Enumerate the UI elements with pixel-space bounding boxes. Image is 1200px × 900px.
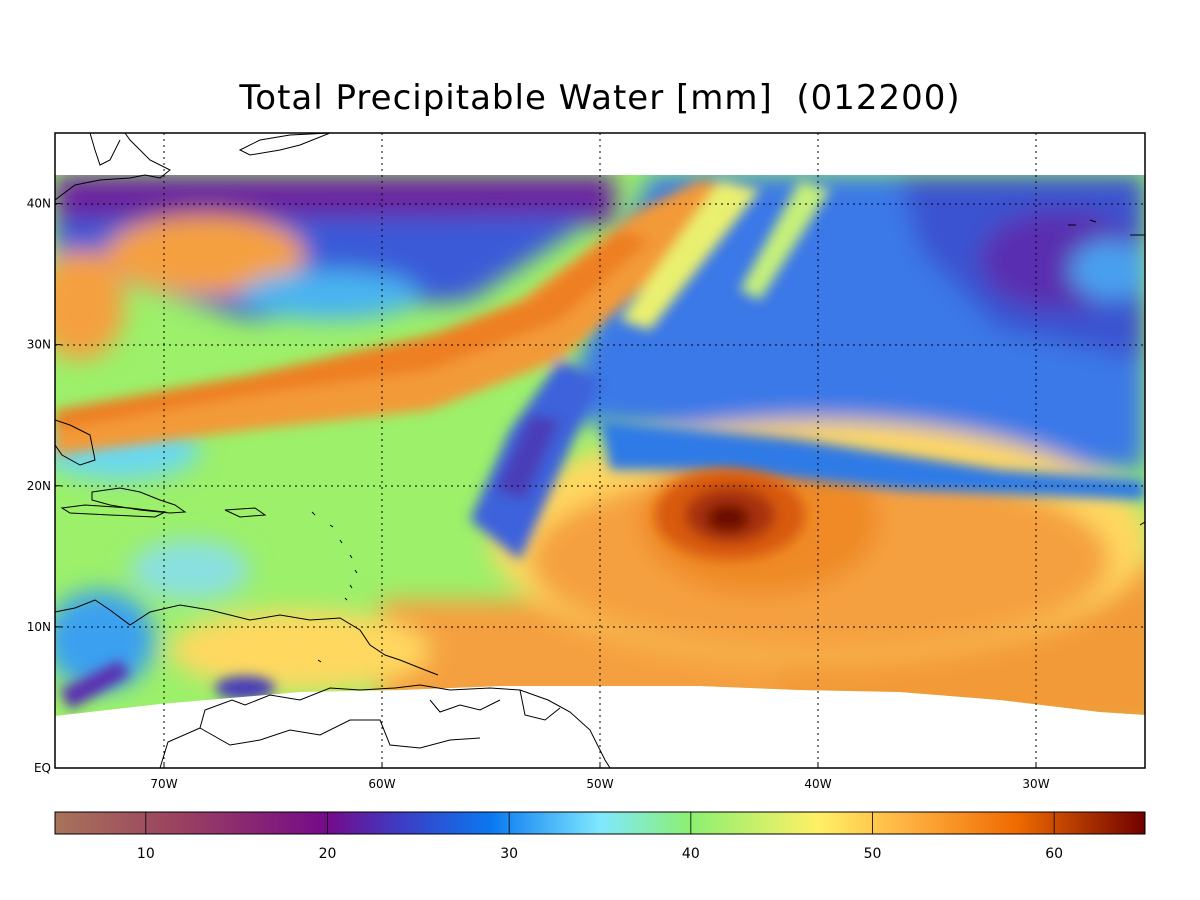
x-tick-label: 50W [586,777,613,791]
colorbar-tick-label: 10 [137,846,155,862]
y-tick-label: EQ [34,761,51,775]
colorbar-tick-label: 30 [500,846,518,862]
coastlines [55,133,1145,768]
y-tick-label: 30N [27,338,51,352]
gridlines [55,133,1145,768]
x-tick-label: 30W [1022,777,1049,791]
water-vapor-field [55,175,1145,716]
colorbar-tick-label: 50 [864,846,882,862]
x-tick-label: 60W [368,777,395,791]
colorbar-tick-label: 40 [682,846,700,862]
x-axis-ticks: 70W 60W 50W 40W 30W [150,762,1050,791]
y-tick-label: 40N [27,197,51,211]
y-tick-label: 10N [27,620,51,634]
colorbar-gradient [54,811,1146,835]
colorbar-tick-label: 20 [319,846,337,862]
colorbar-ticks: 10 20 30 40 50 60 [137,812,1063,862]
colorbar-tick-label: 60 [1045,846,1063,862]
y-axis-ticks: EQ 10N 20N 30N 40N [27,197,61,775]
y-tick-label: 20N [27,479,51,493]
x-tick-label: 70W [150,777,177,791]
map-title: Total Precipitable Water [mm] (012200) [239,78,961,118]
colorbar: 10 20 30 40 50 60 [54,811,1146,862]
x-tick-label: 40W [804,777,831,791]
